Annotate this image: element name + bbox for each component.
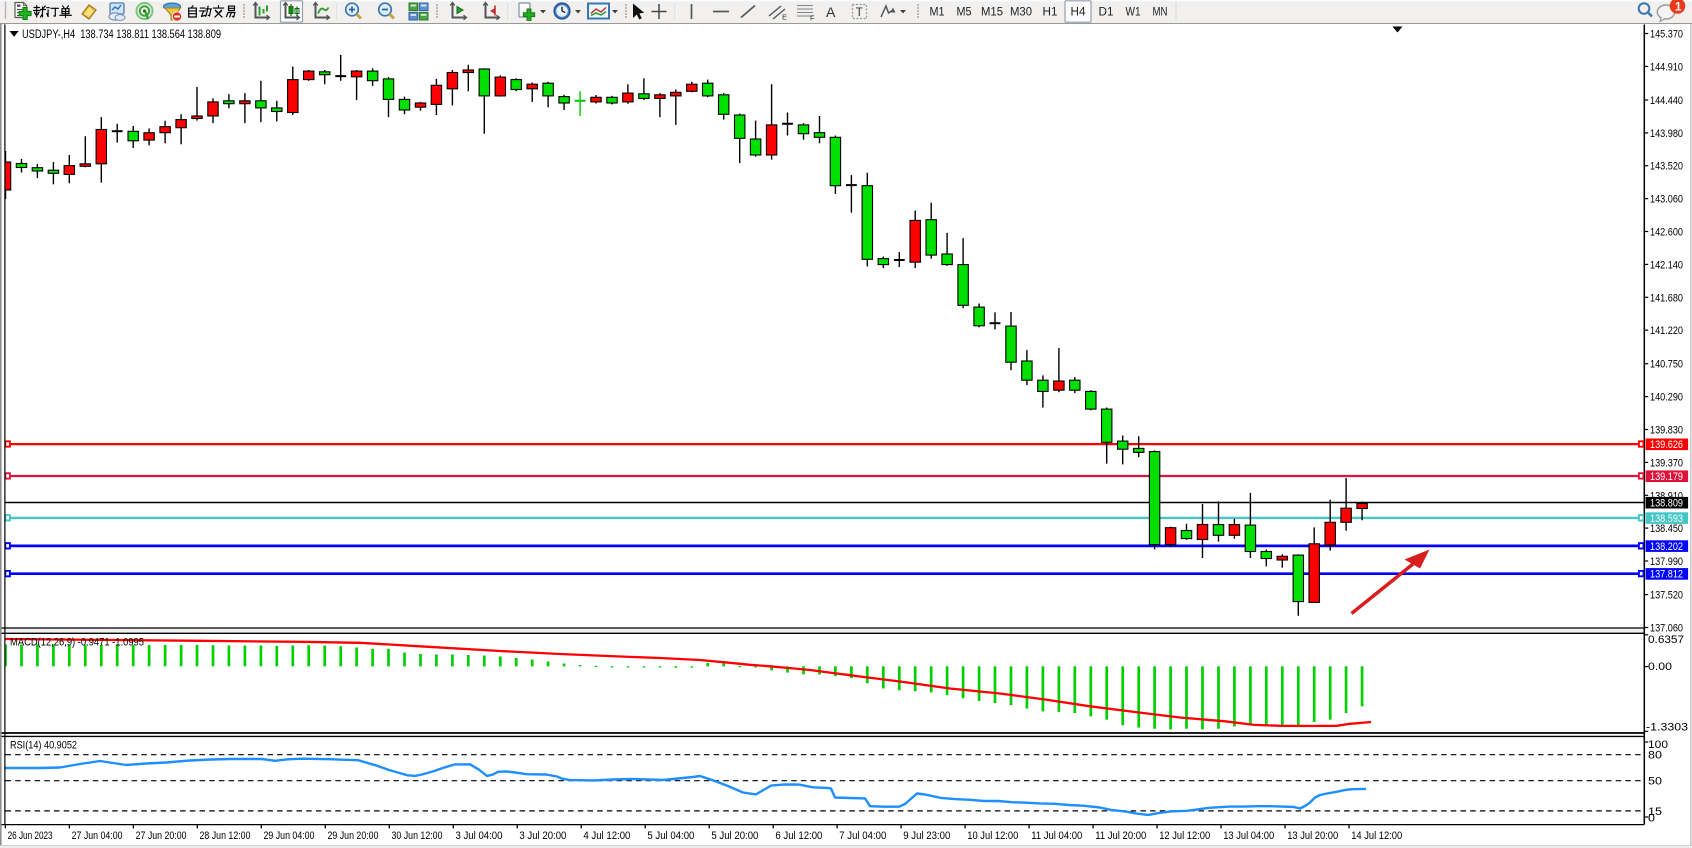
svg-text:13 Jul 20:00: 13 Jul 20:00 xyxy=(1287,830,1338,842)
svg-text:RSI(14) 40.9052: RSI(14) 40.9052 xyxy=(10,739,77,751)
svg-text:139.370: 139.370 xyxy=(1650,457,1683,469)
svg-text:E: E xyxy=(782,13,787,22)
svg-text:0.6357: 0.6357 xyxy=(1648,634,1684,646)
svg-text:137.812: 137.812 xyxy=(1650,569,1683,581)
svg-text:143.520: 143.520 xyxy=(1650,161,1683,173)
svg-text:28 Jun 12:00: 28 Jun 12:00 xyxy=(200,830,251,842)
svg-text:139.626: 139.626 xyxy=(1650,439,1683,451)
svg-text:142.140: 142.140 xyxy=(1650,259,1683,271)
svg-text:100: 100 xyxy=(1648,739,1668,751)
svg-text:F: F xyxy=(810,14,815,23)
svg-text:M5: M5 xyxy=(957,7,972,19)
svg-text:140.750: 140.750 xyxy=(1650,359,1683,371)
svg-text:143.980: 143.980 xyxy=(1650,128,1683,140)
svg-text:3 Jul 04:00: 3 Jul 04:00 xyxy=(456,830,503,842)
svg-text:14 Jul 12:00: 14 Jul 12:00 xyxy=(1351,830,1402,842)
svg-text:12 Jul 12:00: 12 Jul 12:00 xyxy=(1159,830,1210,842)
svg-text:5 Jul 20:00: 5 Jul 20:00 xyxy=(711,830,758,842)
svg-text:7 Jul 04:00: 7 Jul 04:00 xyxy=(839,830,886,842)
svg-text:138.202: 138.202 xyxy=(1650,541,1683,553)
svg-text:W1: W1 xyxy=(1126,7,1141,19)
svg-text:140.290: 140.290 xyxy=(1650,392,1683,404)
svg-text:139.179: 139.179 xyxy=(1650,471,1683,483)
svg-text:H4: H4 xyxy=(1071,7,1087,19)
svg-text:141.680: 141.680 xyxy=(1650,292,1683,304)
svg-text:142.600: 142.600 xyxy=(1650,227,1683,239)
svg-text:0: 0 xyxy=(1648,813,1655,825)
svg-text:M15: M15 xyxy=(981,7,1003,19)
svg-text:H1: H1 xyxy=(1043,7,1058,19)
svg-text:145.370: 145.370 xyxy=(1650,29,1683,41)
svg-text:-1.3303: -1.3303 xyxy=(1646,722,1688,734)
svg-text:138.809: 138.809 xyxy=(1650,498,1683,510)
svg-text:30 Jun 12:00: 30 Jun 12:00 xyxy=(392,830,443,842)
svg-text:15: 15 xyxy=(1648,806,1662,818)
svg-text:139.830: 139.830 xyxy=(1650,425,1683,437)
svg-text:13 Jul 04:00: 13 Jul 04:00 xyxy=(1223,830,1274,842)
svg-text:A: A xyxy=(826,4,836,20)
svg-text:29 Jun 04:00: 29 Jun 04:00 xyxy=(264,830,315,842)
svg-text:50: 50 xyxy=(1648,776,1662,788)
svg-text:29 Jun 20:00: 29 Jun 20:00 xyxy=(328,830,379,842)
svg-text:137.520: 137.520 xyxy=(1650,590,1683,602)
svg-text:M1: M1 xyxy=(930,7,945,19)
svg-text:137.990: 137.990 xyxy=(1650,556,1683,568)
svg-text:6 Jul 12:00: 6 Jul 12:00 xyxy=(775,830,822,842)
svg-text:0.00: 0.00 xyxy=(1648,661,1672,673)
svg-text:T: T xyxy=(856,7,863,19)
svg-text:138.450: 138.450 xyxy=(1650,523,1683,535)
svg-text:10 Jul 12:00: 10 Jul 12:00 xyxy=(967,830,1018,842)
svg-text:144.440: 144.440 xyxy=(1650,95,1683,107)
svg-text:27 Jun 04:00: 27 Jun 04:00 xyxy=(72,830,123,842)
svg-text:137.060: 137.060 xyxy=(1650,623,1683,635)
svg-text:11 Jul 04:00: 11 Jul 04:00 xyxy=(1031,830,1082,842)
svg-text:USDJPY-,H4 138.734 138.811 13: USDJPY-,H4 138.734 138.811 138.564 138.8… xyxy=(22,29,221,41)
svg-text:MN: MN xyxy=(1153,7,1168,19)
svg-text:5 Jul 04:00: 5 Jul 04:00 xyxy=(647,830,694,842)
svg-text:138.593: 138.593 xyxy=(1650,513,1683,525)
svg-text:MACD(12,26,9) -0.9471 -1.0995: MACD(12,26,9) -0.9471 -1.0995 xyxy=(10,637,144,649)
svg-text:4 Jul 12:00: 4 Jul 12:00 xyxy=(583,830,630,842)
svg-text:M30: M30 xyxy=(1010,7,1032,19)
svg-text:144.910: 144.910 xyxy=(1650,61,1683,73)
svg-text:80: 80 xyxy=(1648,750,1662,762)
svg-text:1: 1 xyxy=(1675,2,1682,14)
svg-text:11 Jul 20:00: 11 Jul 20:00 xyxy=(1095,830,1146,842)
svg-text:27 Jun 20:00: 27 Jun 20:00 xyxy=(136,830,187,842)
svg-text:9 Jul 23:00: 9 Jul 23:00 xyxy=(903,830,950,842)
svg-text:3 Jul 20:00: 3 Jul 20:00 xyxy=(519,830,566,842)
svg-text:D1: D1 xyxy=(1099,7,1114,19)
svg-text:141.220: 141.220 xyxy=(1650,325,1683,337)
svg-text:26 Jun 2023: 26 Jun 2023 xyxy=(8,830,53,842)
svg-text:143.060: 143.060 xyxy=(1650,194,1683,206)
